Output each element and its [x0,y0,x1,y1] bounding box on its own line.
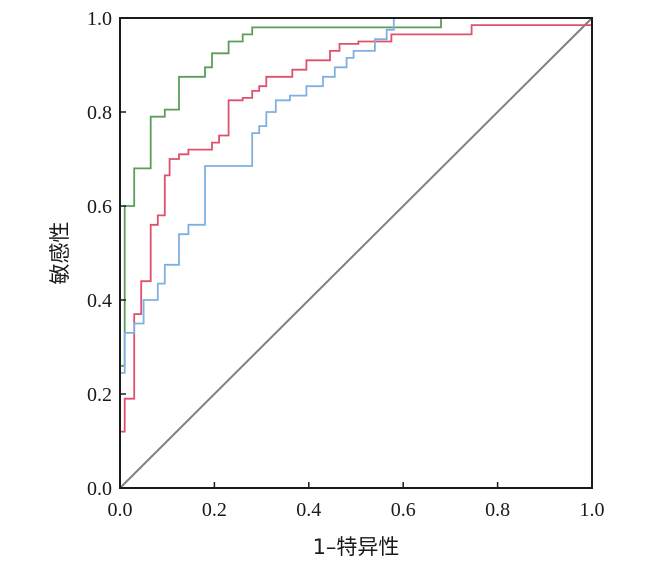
roc-curve-2 [119,24,592,488]
y-tick-label: 0.2 [87,384,112,406]
x-tick-label: 0.8 [485,499,510,521]
y-tick-label: 0.8 [87,102,112,124]
y-tick-label: 0.4 [87,290,112,312]
plot-frame [119,17,593,489]
tick-layer: 0.0 0.2 0.4 0.6 0.8 1.0 0.0 0.2 0.4 0.6 0.8 1.0 [87,8,605,521]
series-layer [119,17,593,489]
x-tick-label: 1.0 [580,499,605,521]
x-axis-title: 1–特异性 [313,535,400,559]
y-tick-label: 1.0 [87,8,112,30]
reference-diagonal [119,17,593,489]
x-tick-label: 0.0 [108,499,133,521]
x-tick-label: 0.4 [296,499,321,521]
x-tick-label: 0.6 [391,499,416,521]
y-tick-label: 0.6 [87,196,112,218]
x-tick-label: 0.2 [202,499,227,521]
roc-curve-1 [119,17,592,488]
y-tick-label: 0.0 [87,478,112,500]
y-axis-title: 敏感性 [48,222,72,285]
roc-curve-3 [119,17,592,488]
